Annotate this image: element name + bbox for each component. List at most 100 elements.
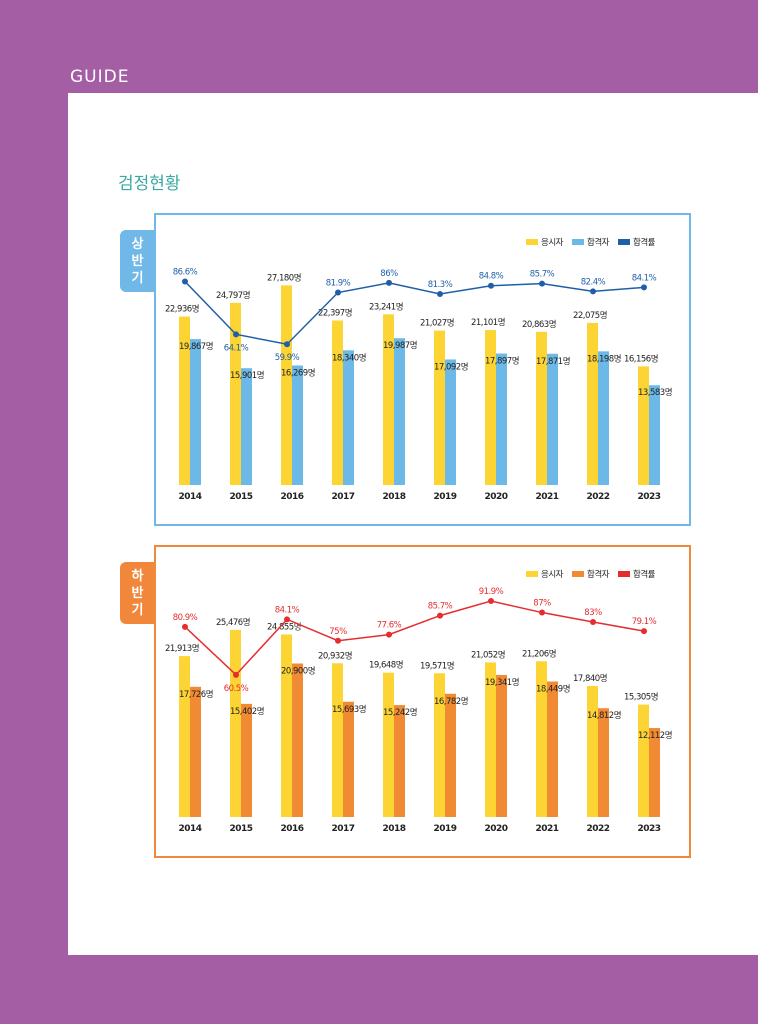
bar <box>598 708 609 817</box>
x-tick-label: 2014 <box>178 824 201 834</box>
bar-label: 19,867명 <box>179 341 213 352</box>
bar <box>281 634 292 817</box>
bar <box>547 353 558 485</box>
rate-point <box>590 288 596 295</box>
half-tab-label: 하반기 <box>131 568 144 618</box>
rate-label: 83% <box>584 608 602 618</box>
bar-label: 12,112명 <box>638 730 672 741</box>
half-tab-label: 상반기 <box>131 236 144 286</box>
bar-label: 16,156명 <box>624 353 658 364</box>
legend-swatch <box>618 571 630 577</box>
bar-label: 18,449명 <box>536 684 570 695</box>
rate-point <box>335 637 341 644</box>
legend-swatch <box>526 571 538 577</box>
rate-point <box>386 279 392 286</box>
bar-label: 17,726명 <box>179 689 213 700</box>
bar <box>587 685 598 817</box>
rate-label: 84.8% <box>479 272 504 282</box>
bar-label: 19,987명 <box>383 340 417 351</box>
bar <box>179 656 190 817</box>
legend-swatch <box>526 239 538 245</box>
legend-label: 응시자 <box>541 238 564 248</box>
bar <box>190 686 201 817</box>
x-tick-label: 2023 <box>637 492 660 502</box>
rate-point <box>488 598 494 605</box>
bar <box>332 663 343 817</box>
section-label: GUIDE <box>70 67 129 87</box>
bar <box>241 368 252 485</box>
bar <box>649 728 660 817</box>
bar-label: 15,693명 <box>332 704 366 715</box>
bar-label: 20,863명 <box>522 319 556 330</box>
x-tick-label: 2019 <box>433 824 456 834</box>
bar <box>598 351 609 485</box>
legend-swatch <box>618 239 630 245</box>
legend-label: 응시자 <box>541 570 564 580</box>
rate-point <box>284 616 290 623</box>
bar <box>547 681 558 817</box>
bar <box>394 705 405 817</box>
bar-label: 21,913명 <box>165 643 199 654</box>
legend-label: 합격률 <box>633 569 656 580</box>
x-tick-label: 2020 <box>484 824 507 834</box>
rate-point <box>437 612 443 619</box>
rate-label: 75% <box>329 627 347 637</box>
x-tick-label: 2016 <box>280 824 303 834</box>
legend-swatch <box>572 239 584 245</box>
bar <box>536 661 547 817</box>
page-title: 검정현황 <box>118 174 181 194</box>
bar-label: 16,269명 <box>281 368 315 379</box>
bar <box>230 629 241 817</box>
rate-label: 84.1% <box>275 605 300 615</box>
x-tick-label: 2017 <box>331 492 354 502</box>
rate-label: 81.3% <box>428 280 453 290</box>
bar <box>587 322 598 485</box>
x-tick-label: 2016 <box>280 492 303 502</box>
bar-label: 22,936명 <box>165 304 199 315</box>
bar <box>179 316 190 485</box>
bar <box>230 302 241 485</box>
bar-label: 22,075명 <box>573 310 607 321</box>
rate-label: 59.9% <box>275 353 300 363</box>
bar <box>190 339 201 485</box>
rate-label: 60.5% <box>224 684 249 694</box>
bar <box>536 331 547 485</box>
rate-point <box>182 278 188 285</box>
bar <box>343 350 354 485</box>
bar <box>292 365 303 485</box>
rate-point <box>539 280 545 287</box>
rate-label: 84.1% <box>632 273 657 283</box>
rate-line <box>184 600 645 676</box>
bar <box>485 662 496 817</box>
bar <box>343 701 354 817</box>
bar <box>496 353 507 485</box>
bar <box>445 359 456 485</box>
x-tick-label: 2014 <box>178 492 201 502</box>
rate-point <box>386 631 392 638</box>
bar <box>434 673 445 817</box>
bar <box>332 320 343 485</box>
x-tick-label: 2022 <box>586 824 609 834</box>
rate-label: 80.9% <box>173 613 198 623</box>
rate-point <box>539 609 545 616</box>
bar-label: 25,476명 <box>216 617 250 628</box>
bar-label: 14,812명 <box>587 710 621 721</box>
rate-point <box>590 618 596 625</box>
bar-label: 19,341명 <box>485 677 519 688</box>
bar-label: 23,241명 <box>369 301 403 312</box>
x-tick-label: 2023 <box>637 824 660 834</box>
bar-label: 18,340명 <box>332 352 366 363</box>
bar <box>638 366 649 485</box>
bar <box>281 285 292 485</box>
rate-point <box>641 284 647 291</box>
bar-label: 21,027명 <box>420 318 454 329</box>
bar <box>496 674 507 817</box>
bar-label: 19,571명 <box>420 660 454 671</box>
rate-label: 91.9% <box>479 587 504 597</box>
rate-point <box>233 331 239 338</box>
bar <box>383 672 394 817</box>
rate-label: 85.7% <box>428 602 453 612</box>
rate-point <box>641 628 647 635</box>
